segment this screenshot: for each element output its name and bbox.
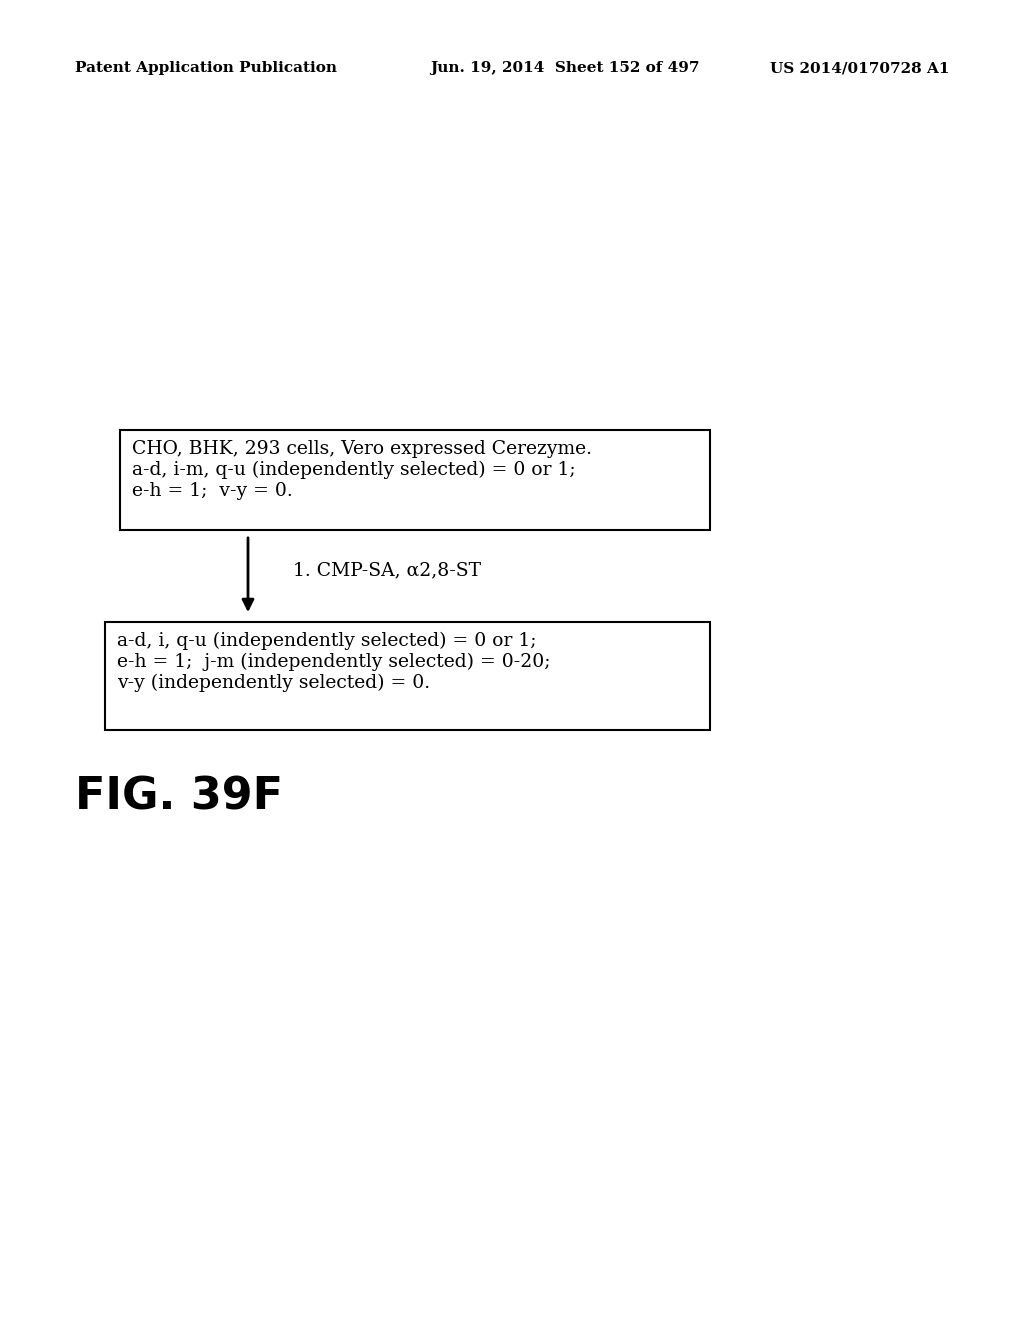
Text: US 2014/0170728 A1: US 2014/0170728 A1 [770,61,950,75]
Text: CHO, BHK, 293 cells, Vero expressed Cerezyme.: CHO, BHK, 293 cells, Vero expressed Cere… [132,440,592,458]
Text: Jun. 19, 2014  Sheet 152 of 497: Jun. 19, 2014 Sheet 152 of 497 [430,61,699,75]
Bar [120,430,710,531]
Text: e-h = 1;  v-y = 0.: e-h = 1; v-y = 0. [132,482,293,500]
Bar [105,622,710,730]
Text: a-d, i-m, q-u (independently selected) = 0 or 1;: a-d, i-m, q-u (independently selected) =… [132,461,575,479]
Text: v-y (independently selected) = 0.: v-y (independently selected) = 0. [117,675,430,692]
Text: FIG. 39F: FIG. 39F [75,775,283,818]
Text: Patent Application Publication: Patent Application Publication [75,61,337,75]
Text: 1. CMP-SA, α2,8-ST: 1. CMP-SA, α2,8-ST [293,561,481,579]
Text: e-h = 1;  j-m (independently selected) = 0-20;: e-h = 1; j-m (independently selected) = … [117,653,551,672]
Text: a-d, i, q-u (independently selected) = 0 or 1;: a-d, i, q-u (independently selected) = 0… [117,632,537,651]
